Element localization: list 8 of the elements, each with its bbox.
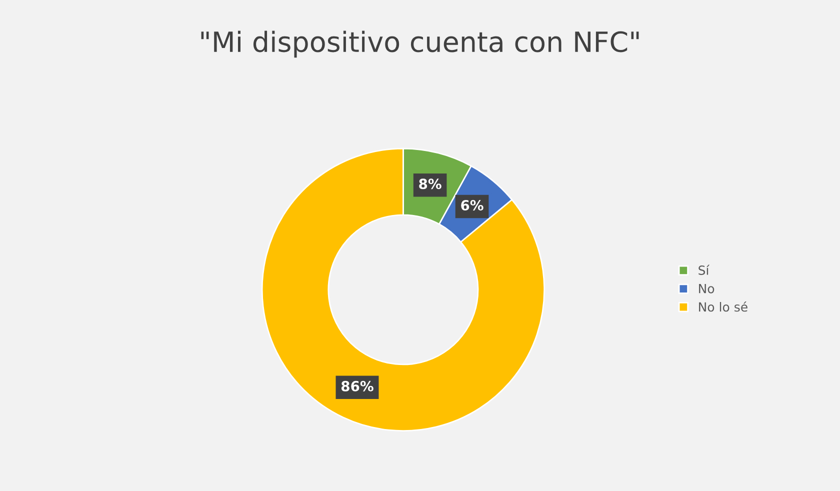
data-label: 6% xyxy=(461,200,484,211)
legend-label: No xyxy=(699,284,714,294)
data-label: 8% xyxy=(419,178,442,190)
chart-title: "Mi dispositivo cuenta con NFC" xyxy=(201,30,639,58)
donut-slice xyxy=(261,148,546,432)
data-label: 86% xyxy=(341,380,374,392)
legend-label: Sí xyxy=(698,264,710,275)
legend-label: No lo sé xyxy=(699,301,748,312)
